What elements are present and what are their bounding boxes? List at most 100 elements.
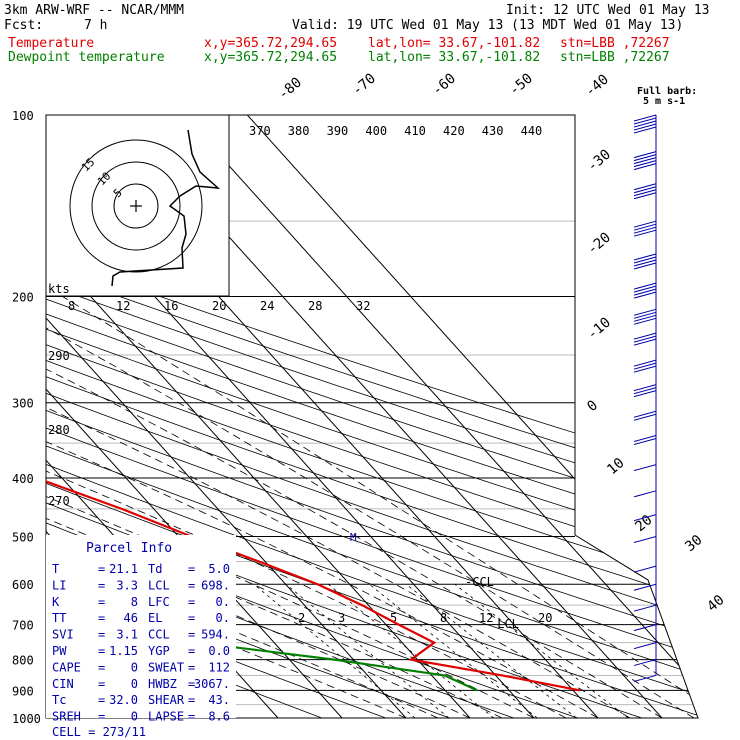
wind-barb [633, 434, 657, 442]
forecast-hour: 7 h [84, 18, 108, 33]
parcel-param-label: SREH [52, 710, 81, 724]
wind-barb [633, 583, 657, 591]
parcel-equals: = [188, 644, 195, 658]
moist-adiabat-35 [46, 296, 695, 718]
legend-dewpoint-xy: x,y=365.72,294.65 [204, 50, 338, 65]
parcel-equals: = [98, 562, 105, 576]
parcel-cell-value: CELL = 273/11 [52, 725, 146, 739]
mixing-ratio-label: 12 [479, 611, 493, 625]
parcel-param-label: CAPE [52, 660, 81, 674]
wind-barb [633, 183, 657, 191]
wind-barb [633, 390, 657, 398]
isotherm--20 [46, 115, 343, 718]
parcel-info-box [46, 535, 236, 718]
dry-adiabat-340 [46, 115, 698, 718]
parcel-param-value: 43. [208, 693, 230, 707]
isotherm-label: -20 [584, 230, 614, 259]
barb-legend-value: 5 m s-1 [643, 96, 685, 107]
hodograph-trace [111, 129, 221, 287]
wind-barb [633, 338, 657, 346]
wind-barb [633, 288, 657, 296]
mixing-ratio-label: 5 [390, 611, 397, 625]
valid-time: Valid: 19 UTC Wed 01 May 13 (13 MDT Wed … [292, 18, 684, 33]
parcel-param-label: CCL [148, 628, 170, 642]
speed-scale-label: 32 [356, 299, 370, 313]
parcel-param-value: 0 [131, 710, 138, 724]
parcel-param-value: 0. [216, 611, 230, 625]
wind-barb [633, 151, 657, 159]
parcel-param-value: 0 [131, 677, 138, 691]
parcel-equals: = [188, 710, 195, 724]
wind-barb [633, 253, 657, 261]
wind-barb [633, 308, 657, 316]
parcel-param-label: T [52, 562, 59, 576]
legend-temperature-latlon: lat,lon= 33.67,-101.82 [368, 36, 541, 51]
pressure-label-800: 800 [12, 654, 34, 668]
moist-adiabat--5 [46, 296, 439, 718]
legend-temperature-xy: x,y=365.72,294.65 [204, 36, 338, 51]
ccl-marker: -CCL [465, 575, 494, 589]
dry-adiabat-440 [46, 115, 698, 718]
pressure-label-600: 600 [12, 578, 34, 592]
dry-adiabat-430 [46, 115, 698, 718]
dry-adiabat-450 [46, 115, 698, 718]
isotherm-label: -50 [506, 71, 536, 100]
parcel-param-label: EL [148, 611, 162, 625]
parcel-param-value: 3.1 [116, 628, 138, 642]
parcel-info-title: Parcel Info [86, 541, 172, 556]
wind-barb [633, 335, 657, 343]
parcel-equals: = [188, 595, 195, 609]
legend-temperature-stn: stn=LBB ,72267 [560, 36, 670, 51]
theta-label-top: 380 [288, 124, 310, 138]
dry-adiabat-260 [46, 115, 386, 718]
wind-barb [633, 384, 657, 392]
pressure-label-300: 300 [12, 397, 34, 411]
parcel-equals: = [188, 611, 195, 625]
pressure-label-100: 100 [12, 109, 34, 123]
m-marker: M [350, 531, 357, 544]
parcel-equals: = [98, 578, 105, 592]
theta-label-left: 280 [48, 423, 70, 437]
wind-barb [633, 114, 657, 122]
init-time: Init: 12 UTC Wed 01 May 13 [506, 3, 710, 18]
hodograph-ring-10 [91, 161, 181, 251]
pressure-label-200: 200 [12, 291, 34, 305]
isotherm-label: 40 [704, 592, 727, 615]
parcel-param-value: 1.15 [109, 644, 138, 658]
wind-barb [633, 674, 657, 682]
parcel-param-label: LCL [148, 578, 170, 592]
parcel-param-value: 112 [208, 660, 230, 674]
isotherm-label: 0 [584, 397, 601, 415]
speed-scale-label: 20 [212, 299, 226, 313]
wind-barb [633, 410, 657, 418]
wind-barb [633, 192, 657, 200]
dry-adiabat-370 [46, 115, 698, 718]
parcel-param-value: 8.6 [208, 710, 230, 724]
isotherm-label: -80 [275, 75, 305, 104]
parcel-param-label: LFC [148, 595, 170, 609]
parcel-equals: = [98, 710, 105, 724]
parcel-equals: = [188, 660, 195, 674]
wind-barb [633, 157, 657, 165]
parcel-param-label: K [52, 595, 60, 609]
wind-barb [633, 362, 657, 370]
lcl-marker: -LCL [490, 617, 519, 631]
parcel-param-value: 8 [131, 595, 138, 609]
parcel-equals: = [98, 595, 105, 609]
wind-barb [633, 359, 657, 367]
mixing-ratio-line-8 [369, 583, 538, 718]
wind-barb [633, 126, 657, 134]
wind-barb [633, 229, 657, 237]
parcel-param-label: SHEAR [148, 693, 185, 707]
mixing-ratio-line-20 [454, 583, 629, 718]
parcel-param-value: 3.3 [116, 578, 138, 592]
moist-adiabat-15 [46, 296, 567, 718]
parcel-param-label: HWBZ [148, 677, 177, 691]
forecast-label: Fcst: [4, 18, 44, 33]
parcel-param-value: 0 [131, 660, 138, 674]
parcel-equals: = [98, 693, 105, 707]
wind-barb [633, 437, 657, 445]
wind-barb [633, 220, 657, 228]
dry-adiabat-310 [46, 115, 698, 718]
wind-barb [633, 565, 657, 573]
